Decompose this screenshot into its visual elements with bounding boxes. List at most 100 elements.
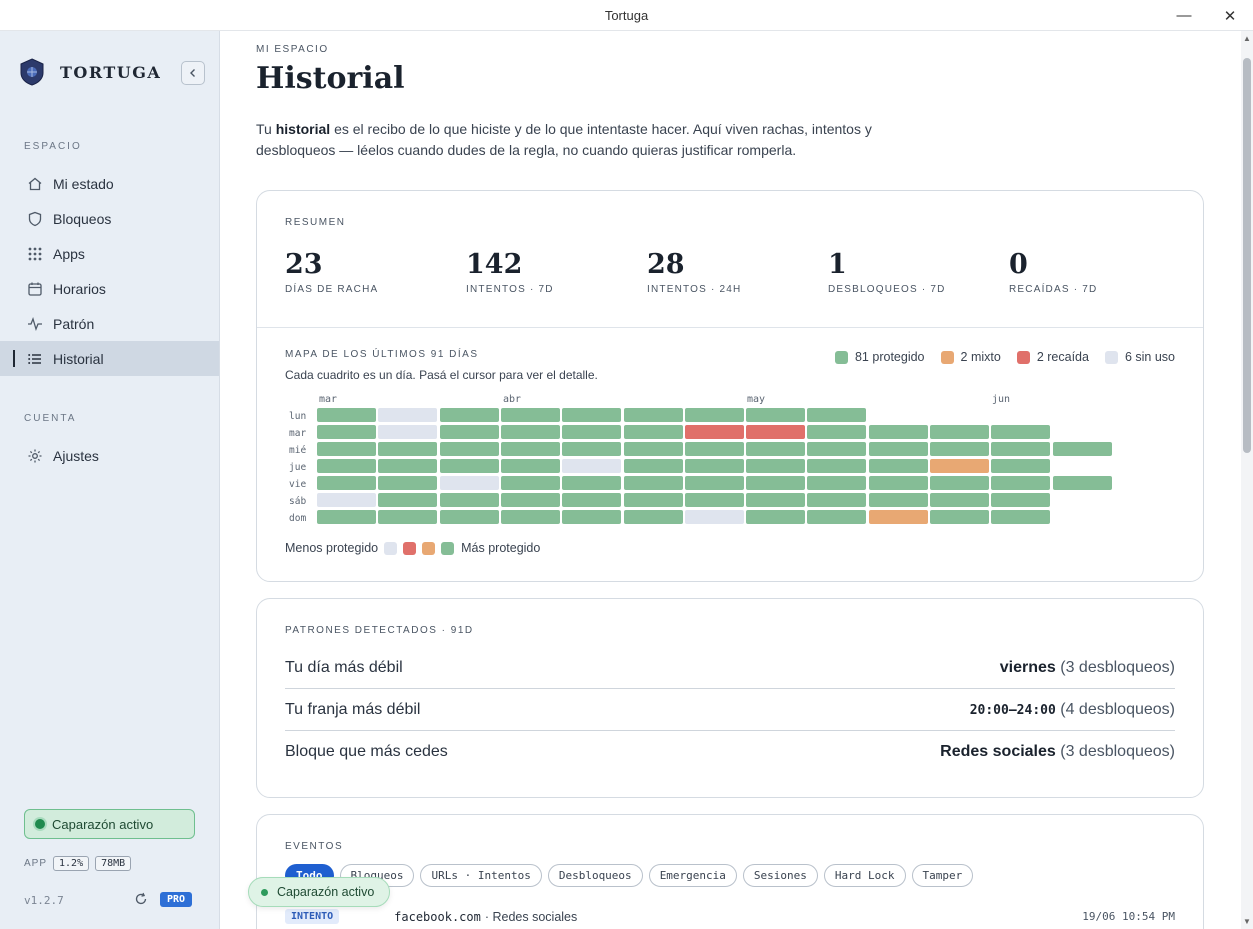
heatmap-day-cell[interactable] — [868, 476, 928, 490]
heatmap-day-cell[interactable] — [623, 510, 683, 524]
heatmap-day-cell[interactable] — [868, 510, 928, 524]
heatmap-day-cell[interactable] — [1052, 442, 1112, 456]
heatmap-day-cell[interactable] — [378, 425, 438, 439]
heatmap-day-cell[interactable] — [684, 425, 744, 439]
heatmap-day-cell[interactable] — [991, 442, 1051, 456]
heatmap-day-cell[interactable] — [746, 442, 806, 456]
heatmap-day-cell[interactable] — [746, 476, 806, 490]
sidebar-item-apps[interactable]: Apps — [0, 236, 219, 271]
heatmap-day-cell[interactable] — [317, 510, 376, 524]
heatmap-day-cell[interactable] — [807, 425, 867, 439]
heatmap-day-cell[interactable] — [439, 442, 499, 456]
heatmap-day-cell[interactable] — [439, 476, 499, 490]
heatmap-day-cell[interactable] — [746, 510, 806, 524]
heatmap-day-cell[interactable] — [378, 408, 438, 422]
scroll-down-icon[interactable]: ▼ — [1243, 917, 1251, 926]
heatmap-day-cell[interactable] — [317, 476, 376, 490]
heatmap-day-cell[interactable] — [868, 493, 928, 507]
heatmap-day-cell[interactable] — [684, 442, 744, 456]
filter-emergencia[interactable]: Emergencia — [648, 864, 737, 887]
heatmap-day-cell[interactable] — [930, 493, 989, 507]
heatmap-day-cell[interactable] — [500, 476, 560, 490]
heatmap-day-cell[interactable] — [317, 442, 376, 456]
heatmap-day-cell[interactable] — [378, 476, 438, 490]
heatmap-day-cell[interactable] — [500, 425, 560, 439]
heatmap-day-cell[interactable] — [807, 510, 867, 524]
heatmap-day-cell[interactable] — [562, 510, 622, 524]
collapse-sidebar-button[interactable] — [181, 61, 205, 85]
heatmap-day-cell[interactable] — [378, 442, 438, 456]
heatmap-day-cell[interactable] — [930, 510, 989, 524]
heatmap-day-cell[interactable] — [500, 459, 560, 473]
heatmap-day-cell[interactable] — [562, 459, 622, 473]
brand[interactable]: TORTUGA — [17, 57, 161, 87]
filter-desbloqueos[interactable]: Desbloqueos — [547, 864, 643, 887]
event-row[interactable]: INTENTO facebook.com · Redes sociales 19… — [285, 909, 1175, 924]
scroll-up-icon[interactable]: ▲ — [1243, 34, 1251, 43]
heatmap-day-cell[interactable] — [562, 476, 622, 490]
heatmap-day-cell[interactable] — [746, 459, 806, 473]
sidebar-item-historial[interactable]: Historial — [0, 341, 219, 376]
heatmap-day-cell[interactable] — [562, 493, 622, 507]
heatmap-day-cell[interactable] — [439, 510, 499, 524]
heatmap-day-cell[interactable] — [439, 408, 499, 422]
heatmap-day-cell[interactable] — [500, 408, 560, 422]
filter-sesiones[interactable]: Sesiones — [742, 864, 818, 887]
heatmap-day-cell[interactable] — [439, 425, 499, 439]
sidebar-item-patron[interactable]: Patrón — [0, 306, 219, 341]
heatmap-day-cell[interactable] — [623, 493, 683, 507]
heatmap-day-cell[interactable] — [868, 459, 928, 473]
heatmap-day-cell[interactable] — [930, 442, 989, 456]
heatmap-day-cell[interactable] — [562, 442, 622, 456]
heatmap-day-cell[interactable] — [500, 510, 560, 524]
filter-hard-lock[interactable]: Hard Lock — [823, 864, 906, 887]
heatmap-day-cell[interactable] — [439, 459, 499, 473]
heatmap-day-cell[interactable] — [562, 425, 622, 439]
sidebar-item-mi-estado[interactable]: Mi estado — [0, 166, 219, 201]
heatmap-day-cell[interactable] — [317, 425, 376, 439]
heatmap-day-cell[interactable] — [991, 493, 1051, 507]
heatmap-day-cell[interactable] — [807, 459, 867, 473]
heatmap-day-cell[interactable] — [623, 476, 683, 490]
heatmap-day-cell[interactable] — [807, 493, 867, 507]
heatmap-day-cell[interactable] — [439, 493, 499, 507]
heatmap-day-cell[interactable] — [807, 442, 867, 456]
filter-urls-intentos[interactable]: URLs · Intentos — [420, 864, 542, 887]
refresh-icon[interactable] — [134, 892, 148, 909]
heatmap-day-cell[interactable] — [930, 476, 989, 490]
heatmap-day-cell[interactable] — [746, 425, 806, 439]
sidebar-item-horarios[interactable]: Horarios — [0, 271, 219, 306]
heatmap-day-cell[interactable] — [500, 493, 560, 507]
heatmap-day-cell[interactable] — [378, 493, 438, 507]
heatmap-day-cell[interactable] — [378, 510, 438, 524]
heatmap-day-cell[interactable] — [317, 493, 376, 507]
heatmap-day-cell[interactable] — [868, 425, 928, 439]
heatmap-day-cell[interactable] — [991, 510, 1051, 524]
heatmap-day-cell[interactable] — [317, 459, 376, 473]
minimize-button[interactable]: — — [1176, 7, 1192, 24]
heatmap-day-cell[interactable] — [684, 493, 744, 507]
heatmap-day-cell[interactable] — [746, 408, 806, 422]
heatmap-day-cell[interactable] — [562, 408, 622, 422]
main-scrollbar[interactable]: ▲ ▼ — [1241, 31, 1253, 929]
heatmap-day-cell[interactable] — [1052, 476, 1112, 490]
heatmap-day-cell[interactable] — [868, 442, 928, 456]
heatmap-day-cell[interactable] — [807, 476, 867, 490]
heatmap-day-cell[interactable] — [684, 476, 744, 490]
heatmap-day-cell[interactable] — [991, 459, 1051, 473]
heatmap-day-cell[interactable] — [684, 510, 744, 524]
heatmap-day-cell[interactable] — [684, 408, 744, 422]
heatmap-day-cell[interactable] — [317, 408, 376, 422]
scroll-thumb[interactable] — [1243, 58, 1251, 453]
sidebar-item-bloqueos[interactable]: Bloqueos — [0, 201, 219, 236]
sidebar-item-ajustes[interactable]: Ajustes — [0, 438, 219, 473]
heatmap-day-cell[interactable] — [684, 459, 744, 473]
heatmap-day-cell[interactable] — [807, 408, 867, 422]
heatmap-day-cell[interactable] — [623, 442, 683, 456]
heatmap-day-cell[interactable] — [500, 442, 560, 456]
heatmap-day-cell[interactable] — [930, 459, 989, 473]
shell-status-pill[interactable]: Caparazón activo — [24, 809, 195, 839]
heatmap-day-cell[interactable] — [623, 408, 683, 422]
heatmap-day-cell[interactable] — [623, 425, 683, 439]
heatmap-day-cell[interactable] — [930, 425, 989, 439]
